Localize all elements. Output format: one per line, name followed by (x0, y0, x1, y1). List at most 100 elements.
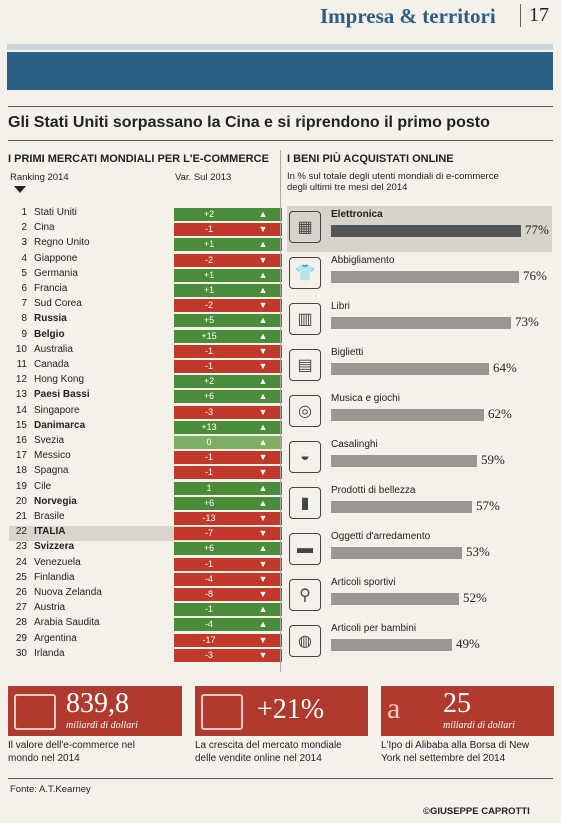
country-name: Cina (34, 222, 55, 234)
sofa-icon: ▬ (289, 533, 321, 565)
variation-value: 0 (174, 436, 244, 449)
product-label: Elettronica (331, 209, 383, 220)
variation-value: +13 (174, 420, 244, 434)
variation-value: -1 (174, 451, 244, 465)
rank-number: 11 (16, 359, 27, 370)
rank-number: 22 (15, 526, 27, 538)
box-value-unit: miliardi di dollari (66, 720, 138, 731)
country-name: ITALIA (34, 526, 66, 538)
product-label: Abbigliamento (331, 255, 395, 266)
variation-value: -17 (174, 633, 244, 647)
country-name: Stati Uniti (34, 207, 77, 218)
table-row: 24 Venezuela -1 ▼ (9, 556, 282, 572)
country-name: Francia (34, 283, 68, 294)
arrow-up-icon: ▲ (244, 375, 282, 389)
table-row: 5 Germania +1 ▲ (9, 268, 282, 283)
variation-value: +15 (174, 329, 244, 343)
rank-number: 2 (21, 222, 27, 234)
rank-number: 14 (15, 404, 27, 416)
pacifier-icon: ◍ (289, 625, 321, 657)
arrow-down-icon: ▼ (244, 360, 282, 373)
table-row: 13 Paesi Bassi +6 ▲ (9, 389, 282, 404)
box-alibaba-desc-2: York nel settembre del 2014 (381, 753, 506, 764)
product-bar (331, 363, 489, 375)
country-name: Norvegia (34, 495, 77, 507)
product-bar (331, 271, 519, 283)
table-row: 28 Arabia Saudita -4 ▲ (9, 617, 282, 632)
product-percent: 76% (523, 268, 547, 283)
arrow-down-icon: ▼ (244, 223, 282, 237)
arrow-down-icon: ▼ (244, 344, 282, 358)
variation-value: -1 (174, 344, 244, 358)
country-name: Brasile (34, 511, 65, 522)
country-name: Messico (34, 450, 71, 462)
country-name: Svezia (34, 435, 65, 446)
box-alibaba-number: 25 (443, 688, 471, 719)
arrow-down-icon: ▼ (244, 466, 282, 480)
shirt-icon: 👕 (289, 257, 321, 289)
rank-number: 3 (21, 237, 27, 249)
alibaba-logo-icon: a (387, 692, 401, 725)
table-row: 15 Danimarca +13 ▲ (9, 419, 282, 435)
rank-number: 29 (15, 632, 27, 644)
column-divider (280, 150, 281, 672)
banner-strip (7, 44, 553, 50)
rank-number: 13 (15, 389, 27, 401)
box-value-desc-2: mondo nel 2014 (8, 753, 80, 764)
table-row: 9 Belgio +15 ▲ (9, 328, 282, 344)
country-name: Finlandia (34, 571, 75, 583)
product-bar (331, 455, 477, 467)
rank-number: 15 (15, 419, 27, 431)
products-title: I BENI PIÙ ACQUISTATI ONLINE (287, 153, 454, 165)
product-row: 👕 Abbigliamento 76% (287, 252, 552, 298)
ranking-column-label: Ranking 2014 (10, 172, 69, 183)
table-row: 4 Giappone -2 ▼ (9, 252, 282, 268)
country-name: Cile (34, 480, 52, 492)
table-row: 22 ITALIA -7 ▼ (9, 526, 282, 542)
box-growth-desc-2: delle vendite online nel 2014 (195, 753, 322, 764)
box-alibaba: a 25 miliardi di dollari (381, 686, 554, 736)
country-name: Regno Unito (34, 237, 90, 249)
table-row: 23 Svizzera +6 ▲ (9, 541, 282, 556)
country-name: Belgio (34, 328, 65, 340)
table-row: 6 Francia +1 ▲ (9, 283, 282, 298)
arrow-down-icon: ▼ (244, 527, 282, 541)
rank-number: 27 (15, 602, 27, 614)
rank-number: 10 (15, 343, 27, 355)
product-row: ⚲ Articoli sportivi 52% (287, 574, 552, 620)
ticket-icon: ▤ (289, 349, 321, 381)
country-name: Venezuela (34, 556, 81, 568)
country-name: Austria (34, 602, 66, 614)
variation-value: -13 (174, 512, 244, 525)
variation-value: +6 (174, 496, 244, 510)
product-row: ◒ Casalinghi 59% (287, 436, 552, 482)
box-alibaba-desc: L'Ipo di Alibaba alla Borsa di New (381, 740, 530, 751)
country-name: Singapore (34, 404, 80, 416)
product-bar (331, 409, 484, 421)
country-name: Danimarca (34, 419, 86, 431)
box-value-desc: Il valore dell'e-commerce nel (8, 740, 135, 751)
product-percent: 53% (466, 544, 490, 559)
country-name: Australia (34, 343, 73, 355)
source-note: Fonte: A.T.Kearney (10, 784, 91, 795)
table-row: 30 Irlanda -3 ▼ (9, 648, 282, 663)
table-row: 11 Canada -1 ▼ (9, 359, 282, 374)
product-percent: 52% (463, 590, 487, 605)
product-percent: 64% (493, 360, 517, 375)
table-row: 7 Sud Corea -2 ▼ (9, 298, 282, 313)
table-row: 29 Argentina -17 ▼ (9, 632, 282, 648)
divider (8, 778, 553, 779)
country-name: Svizzera (34, 541, 75, 553)
country-name: Giappone (34, 252, 78, 264)
product-bar (331, 593, 459, 605)
product-label: Biglietti (331, 347, 364, 358)
product-percent: 59% (481, 452, 505, 467)
arrow-up-icon: ▲ (244, 496, 282, 510)
variation-value: +6 (174, 390, 244, 404)
products-subtitle: In % sul totale degli utenti mondiali di… (287, 171, 499, 182)
pot-icon: ◒ (289, 441, 321, 473)
divider (8, 140, 553, 141)
book-icon: ▥ (289, 303, 321, 335)
arrow-up-icon: ▲ (244, 542, 282, 556)
arrow-down-icon: ▼ (244, 648, 282, 662)
